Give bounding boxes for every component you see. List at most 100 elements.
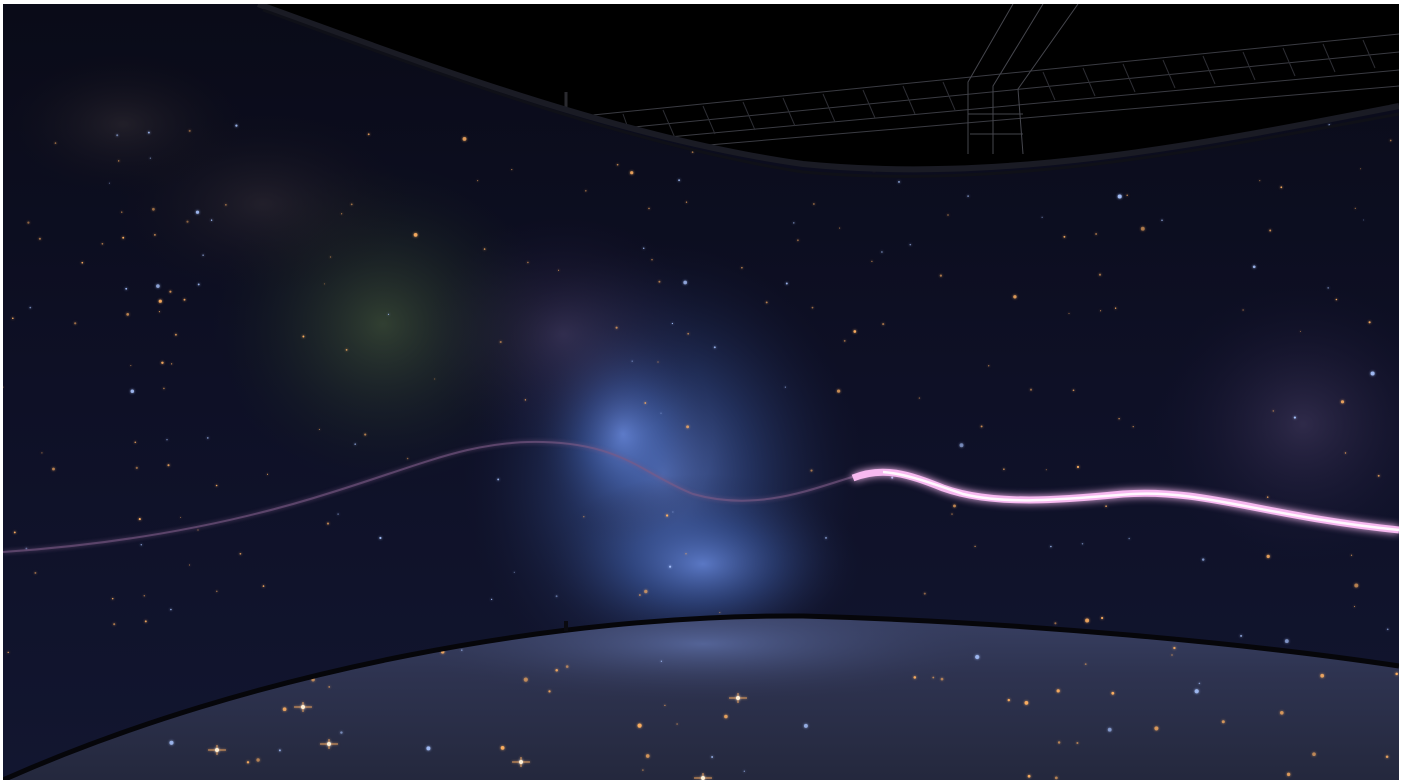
star: [784, 386, 786, 388]
star: [813, 203, 815, 205]
star: [1118, 418, 1120, 420]
star: [54, 142, 57, 144]
star: [584, 189, 587, 192]
star: [266, 473, 269, 475]
star: [555, 595, 558, 598]
floor-star: [1056, 689, 1060, 693]
floor-star: [932, 676, 935, 679]
star: [202, 254, 204, 256]
star: [215, 484, 218, 487]
star: [186, 220, 189, 223]
star: [189, 564, 190, 566]
star: [967, 195, 969, 197]
star: [631, 360, 633, 362]
star: [170, 608, 172, 611]
floor-star: [555, 669, 558, 672]
star: [669, 565, 672, 568]
star: [685, 552, 687, 555]
star: [52, 467, 55, 471]
floor-star: [743, 770, 745, 772]
floor-star: [1054, 776, 1058, 780]
floor-star: [1279, 710, 1284, 715]
floor-star: [645, 754, 650, 758]
star: [121, 211, 123, 213]
star: [923, 592, 926, 595]
star: [1327, 287, 1330, 289]
star: [1114, 307, 1117, 309]
floor-star: [548, 690, 551, 693]
star: [953, 504, 956, 508]
star: [683, 280, 688, 285]
floor-star: [1084, 663, 1087, 665]
star: [12, 317, 14, 320]
star: [1266, 554, 1270, 559]
floor-star: [256, 758, 260, 762]
star: [881, 251, 883, 253]
star: [174, 333, 177, 336]
star: [111, 597, 114, 600]
star: [169, 290, 172, 293]
star: [144, 620, 147, 623]
floor-star: [1027, 774, 1031, 778]
immersive-dome-scene: [3, 4, 1399, 780]
floor-star: [1107, 727, 1112, 732]
star: [583, 516, 585, 518]
star: [1105, 505, 1107, 508]
star: [959, 443, 964, 448]
star: [225, 204, 227, 206]
star: [616, 163, 619, 166]
star: [1242, 309, 1244, 311]
star: [476, 179, 479, 182]
star: [116, 134, 119, 137]
star: [329, 256, 332, 258]
star: [1054, 622, 1057, 625]
star: [345, 349, 348, 351]
floor-star: [1154, 726, 1159, 731]
star: [988, 365, 990, 367]
star: [644, 402, 647, 404]
star: [939, 274, 942, 277]
star: [1128, 537, 1131, 540]
star: [206, 437, 209, 439]
star: [811, 306, 814, 309]
star: [1100, 310, 1102, 312]
star: [1013, 295, 1017, 299]
floor-sparkle: [512, 757, 530, 767]
star: [147, 131, 150, 134]
star: [1377, 474, 1380, 477]
star: [1293, 416, 1296, 419]
floor-star: [1173, 646, 1176, 650]
star: [1076, 465, 1080, 469]
star: [1081, 543, 1084, 545]
star: [1095, 233, 1097, 235]
floor-star: [328, 686, 331, 688]
star: [167, 464, 170, 467]
star: [853, 330, 857, 333]
star: [326, 522, 330, 525]
floor-star: [1024, 701, 1029, 705]
star: [163, 387, 165, 390]
star: [1132, 426, 1134, 428]
star: [1368, 321, 1371, 324]
star: [686, 425, 690, 429]
star: [951, 513, 953, 515]
star: [741, 267, 743, 269]
star: [29, 306, 32, 309]
star: [337, 513, 339, 515]
star: [980, 425, 983, 428]
star: [341, 213, 343, 215]
star: [882, 323, 885, 326]
star: [161, 361, 164, 365]
star: [1161, 219, 1163, 222]
floor-star: [523, 677, 528, 682]
floor-sparkle: [320, 739, 338, 749]
star: [719, 612, 721, 614]
star: [1117, 194, 1122, 199]
star: [497, 478, 500, 481]
floor-star: [1221, 720, 1225, 724]
floor-star: [1111, 691, 1115, 695]
star: [1045, 469, 1047, 471]
star: [1140, 226, 1145, 231]
star: [843, 340, 846, 342]
floor-star: [461, 649, 463, 651]
